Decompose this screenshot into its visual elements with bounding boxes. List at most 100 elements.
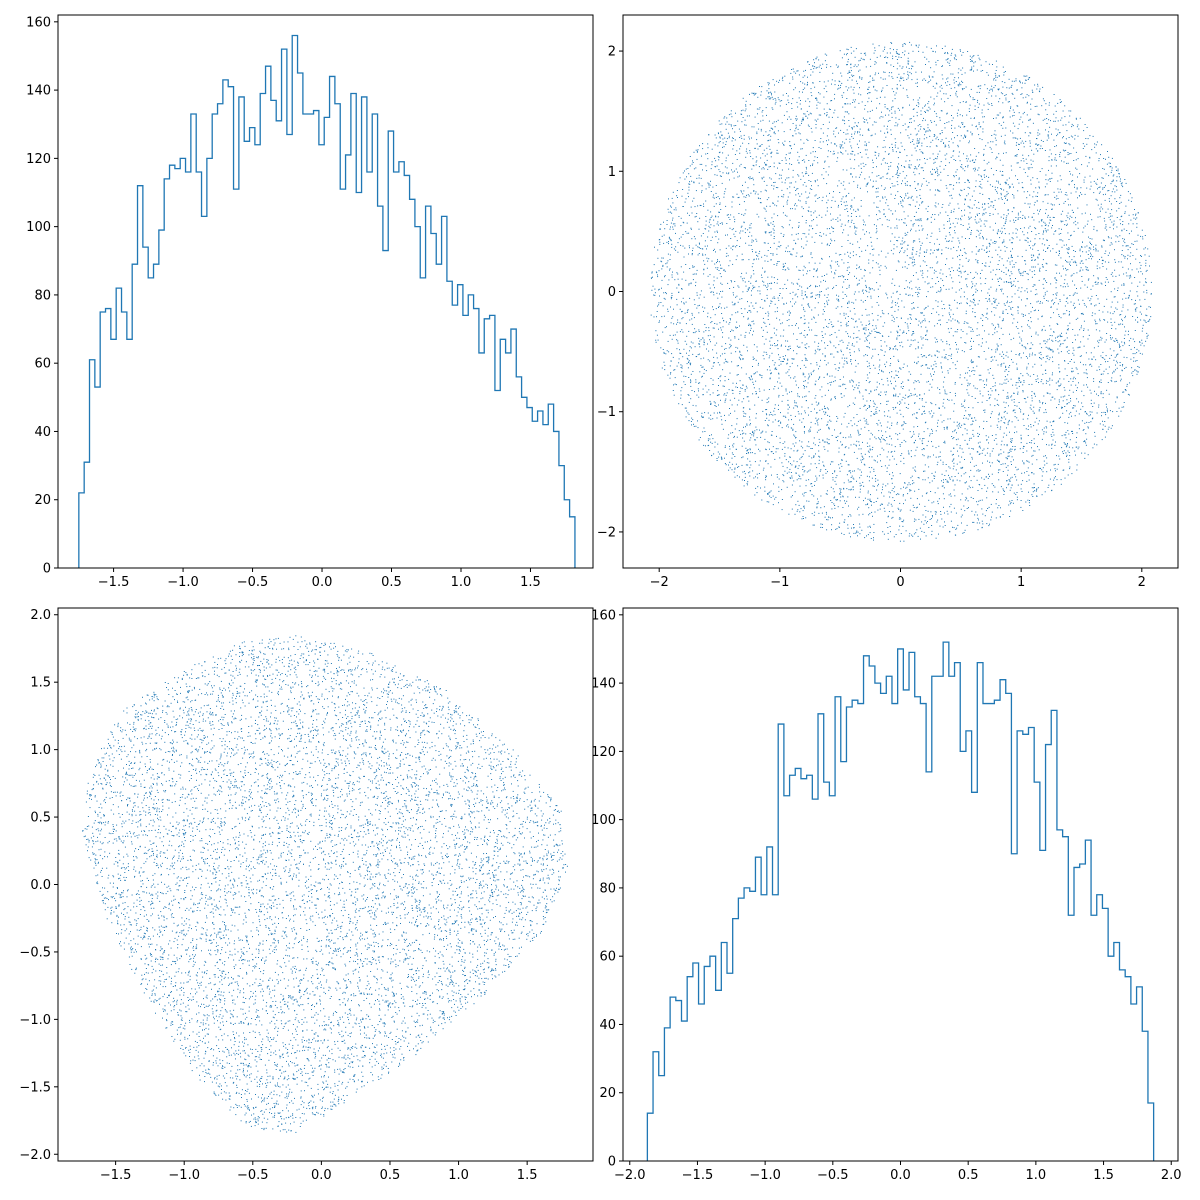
scatter-point bbox=[1012, 502, 1014, 504]
scatter-point bbox=[779, 79, 780, 81]
scatter-point bbox=[973, 190, 975, 192]
scatter-point bbox=[1037, 446, 1038, 448]
scatter-point bbox=[724, 463, 726, 464]
scatter-point bbox=[837, 65, 839, 67]
scatter-point bbox=[994, 302, 996, 304]
scatter-point bbox=[811, 220, 813, 222]
scatter-point bbox=[896, 423, 898, 425]
scatter-point bbox=[842, 298, 844, 299]
scatter-point bbox=[1041, 330, 1043, 332]
scatter-point bbox=[844, 447, 846, 449]
scatter-point bbox=[1020, 442, 1022, 444]
scatter-point bbox=[905, 129, 907, 131]
scatter-point bbox=[752, 320, 754, 322]
scatter-point bbox=[788, 268, 790, 270]
scatter-point bbox=[888, 208, 890, 210]
scatter-point bbox=[728, 337, 730, 339]
scatter-point bbox=[1057, 324, 1059, 325]
scatter-point bbox=[868, 324, 870, 325]
scatter-point bbox=[860, 448, 862, 450]
scatter-point bbox=[981, 338, 983, 340]
scatter-point bbox=[1005, 366, 1007, 368]
scatter-point bbox=[1048, 245, 1050, 246]
scatter-point bbox=[1038, 233, 1040, 234]
scatter-point bbox=[886, 199, 888, 201]
y-tick-label: 140 bbox=[26, 84, 51, 99]
scatter-point bbox=[681, 371, 683, 373]
scatter-point bbox=[1045, 251, 1047, 252]
scatter-point bbox=[1005, 365, 1007, 367]
scatter-point bbox=[1131, 269, 1133, 271]
scatter-point bbox=[821, 257, 823, 259]
scatter-point bbox=[854, 159, 856, 161]
scatter-point bbox=[751, 168, 753, 170]
scatter-point bbox=[1045, 270, 1047, 271]
scatter-point bbox=[879, 274, 881, 276]
scatter-point bbox=[830, 142, 832, 144]
scatter-point bbox=[824, 347, 826, 349]
scatter-point bbox=[815, 286, 816, 288]
scatter-point bbox=[1038, 221, 1040, 223]
scatter-point bbox=[871, 245, 873, 247]
scatter-point bbox=[825, 412, 827, 414]
scatter-point bbox=[696, 269, 698, 271]
scatter-point bbox=[909, 533, 911, 535]
scatter-point bbox=[1029, 145, 1031, 147]
scatter-point bbox=[1093, 275, 1095, 277]
scatter-point bbox=[1035, 333, 1037, 335]
scatter-point bbox=[692, 419, 694, 421]
scatter-point bbox=[773, 166, 775, 168]
scatter-point bbox=[744, 110, 746, 112]
scatter-point bbox=[989, 261, 991, 263]
scatter-point bbox=[802, 298, 804, 300]
scatter-point bbox=[1072, 125, 1074, 127]
scatter-point bbox=[759, 250, 761, 252]
scatter-point bbox=[817, 276, 819, 278]
scatter-point bbox=[1137, 366, 1139, 367]
scatter-point bbox=[748, 259, 750, 261]
scatter-point bbox=[1006, 444, 1008, 446]
scatter-point bbox=[1089, 175, 1091, 177]
scatter-point bbox=[1087, 426, 1089, 428]
scatter-point bbox=[1010, 165, 1012, 167]
scatter-point bbox=[1068, 110, 1070, 112]
scatter-point bbox=[677, 273, 679, 275]
scatter-point bbox=[1041, 328, 1043, 330]
scatter-point bbox=[880, 391, 882, 393]
scatter-point bbox=[970, 154, 972, 156]
scatter-point bbox=[930, 402, 932, 404]
scatter-point bbox=[909, 167, 911, 169]
scatter-point bbox=[939, 525, 941, 527]
scatter-point bbox=[963, 473, 965, 475]
scatter-point bbox=[1106, 268, 1108, 270]
scatter-point bbox=[798, 396, 800, 398]
scatter-point bbox=[860, 428, 862, 430]
scatter-point bbox=[1003, 189, 1005, 191]
scatter-point bbox=[1135, 299, 1136, 301]
scatter-point bbox=[688, 360, 690, 362]
scatter-point bbox=[846, 111, 848, 113]
scatter-point bbox=[896, 338, 898, 340]
scatter-point bbox=[948, 312, 950, 314]
scatter-point bbox=[1107, 208, 1109, 210]
scatter-point bbox=[1129, 246, 1131, 248]
scatter-point bbox=[949, 314, 951, 316]
scatter-point bbox=[866, 475, 868, 477]
scatter-point bbox=[1068, 121, 1070, 123]
scatter-point bbox=[788, 314, 790, 316]
scatter-point bbox=[824, 275, 825, 276]
scatter-point bbox=[1024, 314, 1026, 316]
scatter-point bbox=[963, 126, 965, 128]
scatter-point bbox=[916, 219, 918, 221]
scatter-point bbox=[1096, 412, 1098, 414]
scatter-point bbox=[1137, 234, 1139, 236]
scatter-point bbox=[1069, 218, 1070, 220]
scatter-point bbox=[1150, 306, 1151, 308]
scatter-point bbox=[892, 77, 894, 79]
scatter-point bbox=[978, 85, 980, 87]
scatter-point bbox=[894, 98, 896, 100]
scatter-point bbox=[914, 147, 916, 149]
scatter-point bbox=[709, 394, 711, 396]
scatter-point bbox=[823, 81, 825, 83]
scatter-point bbox=[711, 291, 713, 293]
